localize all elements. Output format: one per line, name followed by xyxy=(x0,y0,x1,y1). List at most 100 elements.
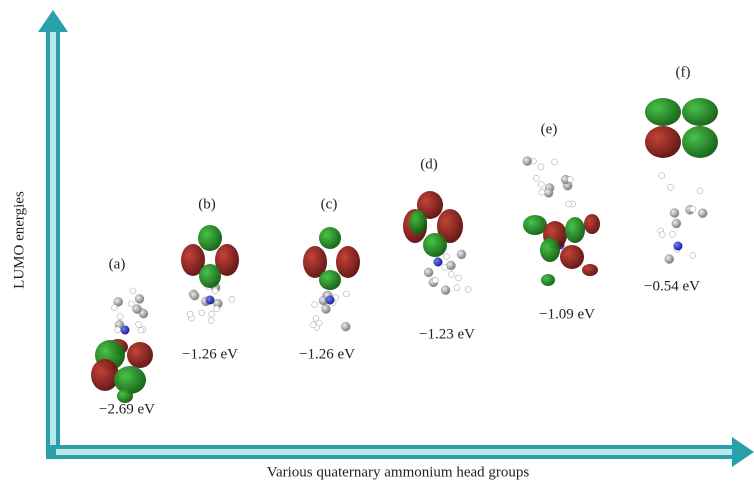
atom xyxy=(672,219,681,228)
y-axis-label: LUMO energies xyxy=(11,191,27,289)
orbital-lobe xyxy=(645,126,681,158)
molecule xyxy=(303,227,360,331)
atom xyxy=(668,184,674,190)
atom xyxy=(312,302,318,308)
orbital-lobe xyxy=(582,264,598,276)
orbital-lobe xyxy=(336,246,360,278)
nitrogen-atom xyxy=(121,326,130,335)
atom xyxy=(316,320,322,326)
atom xyxy=(538,181,544,187)
y-axis-highlight xyxy=(50,30,56,454)
orbital-lobe xyxy=(645,98,681,126)
atom xyxy=(214,306,220,312)
atom xyxy=(523,157,532,166)
atom xyxy=(457,250,466,259)
atom xyxy=(565,201,571,207)
atom xyxy=(698,209,707,218)
atom xyxy=(135,294,144,303)
atom xyxy=(665,255,674,264)
atom xyxy=(133,305,142,314)
atom xyxy=(567,176,573,182)
atom xyxy=(465,286,471,292)
atom xyxy=(310,322,316,328)
orbital-lobe xyxy=(423,233,447,257)
panel-label: (f) xyxy=(676,64,691,80)
atom xyxy=(229,296,235,302)
atom xyxy=(539,189,545,195)
molecule xyxy=(523,157,600,286)
atom xyxy=(199,310,205,316)
atom xyxy=(454,285,460,291)
orbital-lobe xyxy=(91,359,119,391)
axes xyxy=(38,10,754,467)
orbital-lobe xyxy=(560,245,584,269)
energy-label: −1.09 eV xyxy=(539,306,595,322)
atom xyxy=(136,321,142,327)
atom xyxy=(447,261,456,270)
orbital-lobe xyxy=(199,264,221,288)
atom xyxy=(544,188,553,197)
figure: LUMO energies Various quaternary ammoniu… xyxy=(0,0,754,481)
orbital-lobe xyxy=(409,210,427,234)
atom xyxy=(115,327,121,333)
atom xyxy=(659,232,665,238)
energy-label: −0.54 eV xyxy=(644,278,700,294)
atom xyxy=(341,322,350,331)
orbital-lobe xyxy=(682,126,718,158)
atom xyxy=(533,175,539,181)
energy-label: −1.26 eV xyxy=(182,346,238,362)
panel-label: (d) xyxy=(420,156,438,172)
orbital-lobe xyxy=(541,274,555,286)
panel-label: (c) xyxy=(321,196,338,212)
atom xyxy=(117,314,123,320)
atom xyxy=(690,206,696,212)
energy-label: −1.23 eV xyxy=(419,326,475,342)
nitrogen-atom xyxy=(206,296,215,305)
atom xyxy=(187,311,193,317)
atom xyxy=(552,159,558,165)
atom xyxy=(670,209,679,218)
atom xyxy=(130,288,136,294)
atom xyxy=(538,164,544,170)
atom xyxy=(697,188,703,194)
panel-label: (e) xyxy=(541,121,558,137)
molecule xyxy=(403,191,471,295)
nitrogen-atom xyxy=(326,296,335,305)
atom xyxy=(443,253,449,259)
orbital-lobe xyxy=(319,227,341,249)
orbital-lobe xyxy=(540,238,560,262)
nitrogen-atom xyxy=(434,258,443,267)
atom xyxy=(190,291,199,300)
molecule xyxy=(91,288,153,403)
atom xyxy=(448,271,454,277)
atom xyxy=(424,268,433,277)
orbital-lobe xyxy=(682,98,718,126)
atom xyxy=(441,286,450,295)
molecule xyxy=(181,225,239,324)
orbital-lobe xyxy=(127,342,153,368)
molecule xyxy=(645,98,718,264)
molecules: (a) −2.69 eV (b) −1.26 eV (c) −1.26 eV (d) −1.2… xyxy=(91,64,718,417)
atom xyxy=(343,291,349,297)
orbital-lobe xyxy=(584,214,600,234)
atom xyxy=(212,288,218,294)
x-axis-highlight xyxy=(56,449,734,455)
y-axis-arrow xyxy=(38,10,68,32)
panel-label: (a) xyxy=(109,256,126,272)
x-axis-label: Various quaternary ammonium head groups xyxy=(267,464,530,480)
orbital-lobe xyxy=(198,225,222,251)
orbital-lobe xyxy=(114,366,146,394)
orbital-lobe xyxy=(319,270,341,290)
atom xyxy=(322,305,331,314)
x-axis-arrow xyxy=(732,437,754,467)
atom xyxy=(432,277,438,283)
energy-label: −2.69 eV xyxy=(99,401,155,417)
nitrogen-atom xyxy=(674,242,683,251)
atom xyxy=(111,305,117,311)
atom xyxy=(690,253,696,259)
atom xyxy=(670,231,676,237)
atom xyxy=(208,318,214,324)
page: {"y_axis_label": "LUMO energies", "x_axi… xyxy=(0,0,754,481)
energy-label: −1.26 eV xyxy=(299,346,355,362)
panel-label: (b) xyxy=(198,196,216,212)
